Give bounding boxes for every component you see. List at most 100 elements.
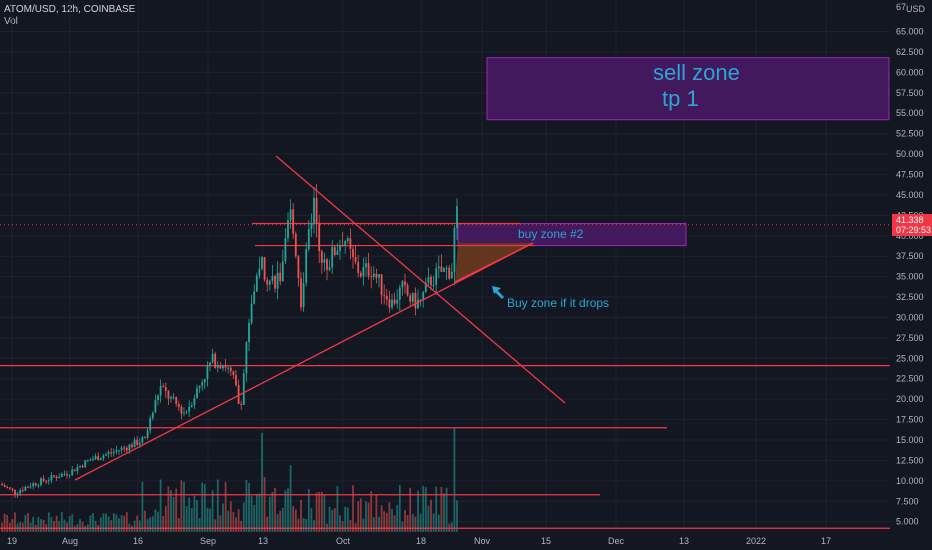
candle-body [380,274,383,296]
candle-body [19,490,22,494]
volume-bar [144,510,146,532]
volume-bar [167,486,170,532]
currency-label: USD [906,4,926,14]
volume-bar [112,513,115,532]
candle-body [378,274,380,278]
volume-bar [58,520,61,532]
candle-body [112,451,115,453]
volume-bar [411,514,414,532]
volume-bar [190,508,193,532]
candle-body [432,284,435,286]
candle-body [123,447,126,449]
volume-bar [333,508,336,532]
candle-body [34,483,37,486]
volume-bar [385,512,388,532]
candle-body [222,365,224,369]
candle-body [315,197,318,224]
x-tick-label: 17 [821,536,831,546]
candle-body [240,403,243,405]
volume-bar [92,512,94,532]
candle-body [81,465,84,468]
candle-body [354,256,357,263]
x-tick-label: Nov [474,536,491,546]
candle-body [196,388,198,399]
candle-body [107,452,110,455]
volume-bar [157,511,159,532]
candle-body [294,233,297,257]
buy-zone-2-label: buy zone #2 [518,227,584,241]
candle-body [29,486,32,488]
volume-bar [211,490,214,532]
volume-bar [53,520,55,532]
volume-bar [133,520,136,532]
candle-body [300,278,302,308]
x-tick-label: Sep [200,536,216,546]
volume-bar [300,499,302,532]
volume-bar [427,505,430,532]
candle-body [266,279,269,285]
candle-body [245,342,248,374]
candle-body [281,261,284,282]
volume-bar [276,514,279,532]
candle-body [79,465,81,468]
candle-body [216,365,219,368]
volume-bar [362,518,365,532]
volume-bar [450,522,453,532]
volume-bar [99,517,102,532]
volume-bar [383,511,386,532]
volume-bar [37,516,40,532]
candle-body [76,467,79,472]
volume-bar [310,508,313,532]
volume-bar [339,515,341,532]
volume-bar [263,477,266,532]
candle-body [248,322,250,343]
volume-bar [219,515,222,532]
candle-body [60,473,63,477]
volume-bar [73,525,76,532]
candle-body [146,430,149,438]
candle-body [250,303,253,323]
volume-bar [307,489,310,532]
volume-bar [170,490,172,532]
candle-body [8,487,11,489]
axis-top: 67 USD [896,2,926,14]
candle-body [154,400,157,413]
volume-bar [180,480,183,532]
volume-bar [328,506,331,532]
volume-bar [323,494,326,532]
volume-bar [409,487,412,532]
volume-bar [242,502,245,532]
candle-body [190,405,193,407]
candle-body [149,418,152,431]
volume-bar [237,509,240,532]
candle-body [86,460,89,462]
volume-bar [378,516,380,532]
sell-zone-box [486,57,890,121]
volume-bar [164,506,167,532]
volume-bar [27,513,29,532]
volume-bar [81,521,84,532]
candle-body [37,485,40,487]
candle-body [427,276,430,283]
volume-bar [258,493,261,532]
candle-body [393,299,396,304]
candle-body [105,454,107,456]
volume-bar [141,481,144,532]
volume-bar [255,493,258,532]
volume-bar [68,516,71,532]
candle-body [424,282,427,293]
volume-bar [289,465,292,532]
volume-bar [336,486,339,532]
volume-bar [372,517,375,532]
volume-bar [8,522,11,532]
candle-body [141,436,144,443]
candle-body [6,486,9,488]
volume-bar [305,519,308,532]
volume-bar [396,504,399,532]
y-tick-label: 52.500 [896,129,924,139]
candle-body [224,365,227,368]
ascending-trendline [74,242,534,481]
candle-body [188,406,191,412]
volume-bar [284,490,287,532]
